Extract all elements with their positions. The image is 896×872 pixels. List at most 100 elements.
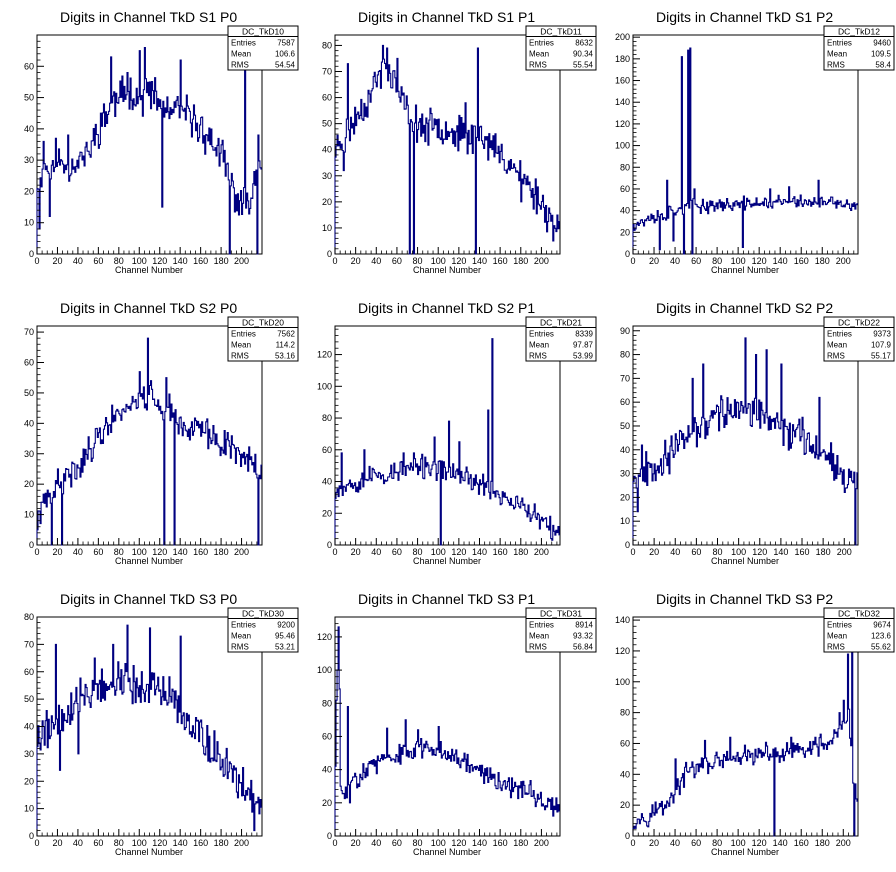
stats-box-frame [227,607,299,653]
x-tick-label: 180 [816,547,831,557]
x-tick-label: 160 [193,838,208,848]
y-tick-label: 40 [322,477,332,487]
x-tick-label: 20 [351,547,361,557]
x-tick-label: 180 [214,547,229,557]
y-tick-label: 50 [24,694,34,704]
stats-label: Entries [231,621,256,630]
stats-box-frame [525,607,597,653]
x-tick-label: 120 [451,547,466,557]
stats-value: 109.5 [871,50,892,59]
y-tick-label: 100 [317,665,332,675]
stats-value: 56.84 [573,643,594,652]
y-tick-label: 70 [322,67,332,77]
stats-histogram-name: DC_TkD10 [242,27,284,37]
x-tick-label: 40 [670,256,680,266]
x-tick-label: 40 [73,838,83,848]
x-tick-label: 200 [234,256,249,266]
stats-value: 93.32 [573,632,594,641]
x-tick-label: 0 [332,838,337,848]
x-tick-label: 60 [691,547,701,557]
panel-title: Digits in Channel TkD S1 P0 [60,9,237,25]
x-tick-label: 0 [34,838,39,848]
x-axis-label: Channel Number [413,556,481,566]
histogram-panel: Digits in Channel TkD S3 P00 20 40 60 80 100 1… [24,591,299,857]
y-tick-label: 60 [24,667,34,677]
y-tick-label: 20 [620,492,630,502]
histogram-series [334,338,560,546]
stats-histogram-name: DC_TkD12 [838,27,880,37]
stats-value: 107.9 [871,341,892,350]
x-tick-label: 100 [731,547,746,557]
stats-label: Entries [231,39,256,48]
x-tick-label: 40 [73,256,83,266]
stats-box: DC_TkD12 Entries 9460 Mean 109.5 RMS 58.4 [823,25,895,71]
stats-value: 53.99 [573,352,594,361]
y-tick-label: 60 [620,738,630,748]
x-tick-label: 140 [472,547,487,557]
x-tick-label: 140 [472,256,487,266]
y-tick-label: 10 [620,516,630,526]
stats-label: Mean [231,50,251,59]
x-tick-label: 160 [493,256,508,266]
stats-value: 7562 [277,330,295,339]
x-tick-label: 100 [731,838,746,848]
y-tick-label: 80 [322,698,332,708]
stats-histogram-name: DC_TkD22 [838,318,880,328]
y-tick-label: 100 [615,141,630,151]
x-tick-label: 180 [214,838,229,848]
x-tick-label: 0 [630,838,635,848]
y-tick-label: 200 [615,32,630,42]
x-tick-label: 160 [493,547,508,557]
histogram-panel: Digits in Channel TkD S2 P00 20 40 60 80 100 1… [24,300,299,566]
x-tick-label: 40 [73,547,83,557]
stats-value: 58.4 [875,61,891,70]
stats-box: DC_TkD10 Entries 7587 Mean 106.6 RMS 54.54 [227,25,299,71]
stats-label: Mean [529,341,549,350]
x-tick-label: 20 [351,838,361,848]
stats-histogram-name: DC_TkD20 [242,318,284,328]
histogram-panel: Digits in Channel TkD S2 P20 20 40 60 80 100 1… [620,300,895,566]
stats-value: 8339 [575,330,593,339]
stats-value: 55.62 [871,643,892,652]
stats-value: 55.17 [871,352,892,361]
y-tick-label: 120 [317,632,332,642]
x-tick-label: 160 [193,256,208,266]
stats-box-frame [823,607,895,653]
y-tick-label: 40 [322,145,332,155]
y-tick-label: 80 [24,612,34,622]
stats-label: RMS [529,352,547,361]
stats-box-frame [525,316,597,362]
stats-value: 54.54 [275,61,296,70]
x-tick-label: 140 [773,547,788,557]
x-tick-label: 200 [534,256,549,266]
x-tick-label: 0 [332,547,337,557]
y-tick-label: 20 [322,508,332,518]
x-tick-label: 100 [431,547,446,557]
x-tick-label: 60 [691,838,701,848]
x-tick-label: 200 [534,838,549,848]
histogram-panel: Digits in Channel TkD S3 P1 0 20 40 60 80 100 1… [317,591,597,857]
stats-box-frame [823,25,895,71]
histogram-series [334,44,560,255]
x-axis-label: Channel Number [115,847,183,857]
stats-value: 9674 [873,621,891,630]
y-tick-label: 140 [615,615,630,625]
y-tick-label: 180 [615,54,630,64]
y-tick-label: 120 [615,646,630,656]
x-tick-label: 180 [815,256,830,266]
stats-histogram-name: DC_TkD32 [838,609,880,619]
x-tick-label: 120 [451,256,466,266]
x-tick-label: 60 [392,547,402,557]
x-tick-label: 60 [392,256,402,266]
y-tick-label: 10 [24,804,34,814]
x-tick-label: 140 [773,838,788,848]
y-tick-label: 100 [615,677,630,687]
y-tick-label: 80 [620,350,630,360]
x-tick-label: 60 [93,547,103,557]
y-tick-label: 160 [615,76,630,86]
y-tick-label: 50 [24,388,34,398]
y-tick-label: 30 [24,155,34,165]
stats-label: RMS [231,61,249,70]
y-tick-label: 10 [24,510,34,520]
